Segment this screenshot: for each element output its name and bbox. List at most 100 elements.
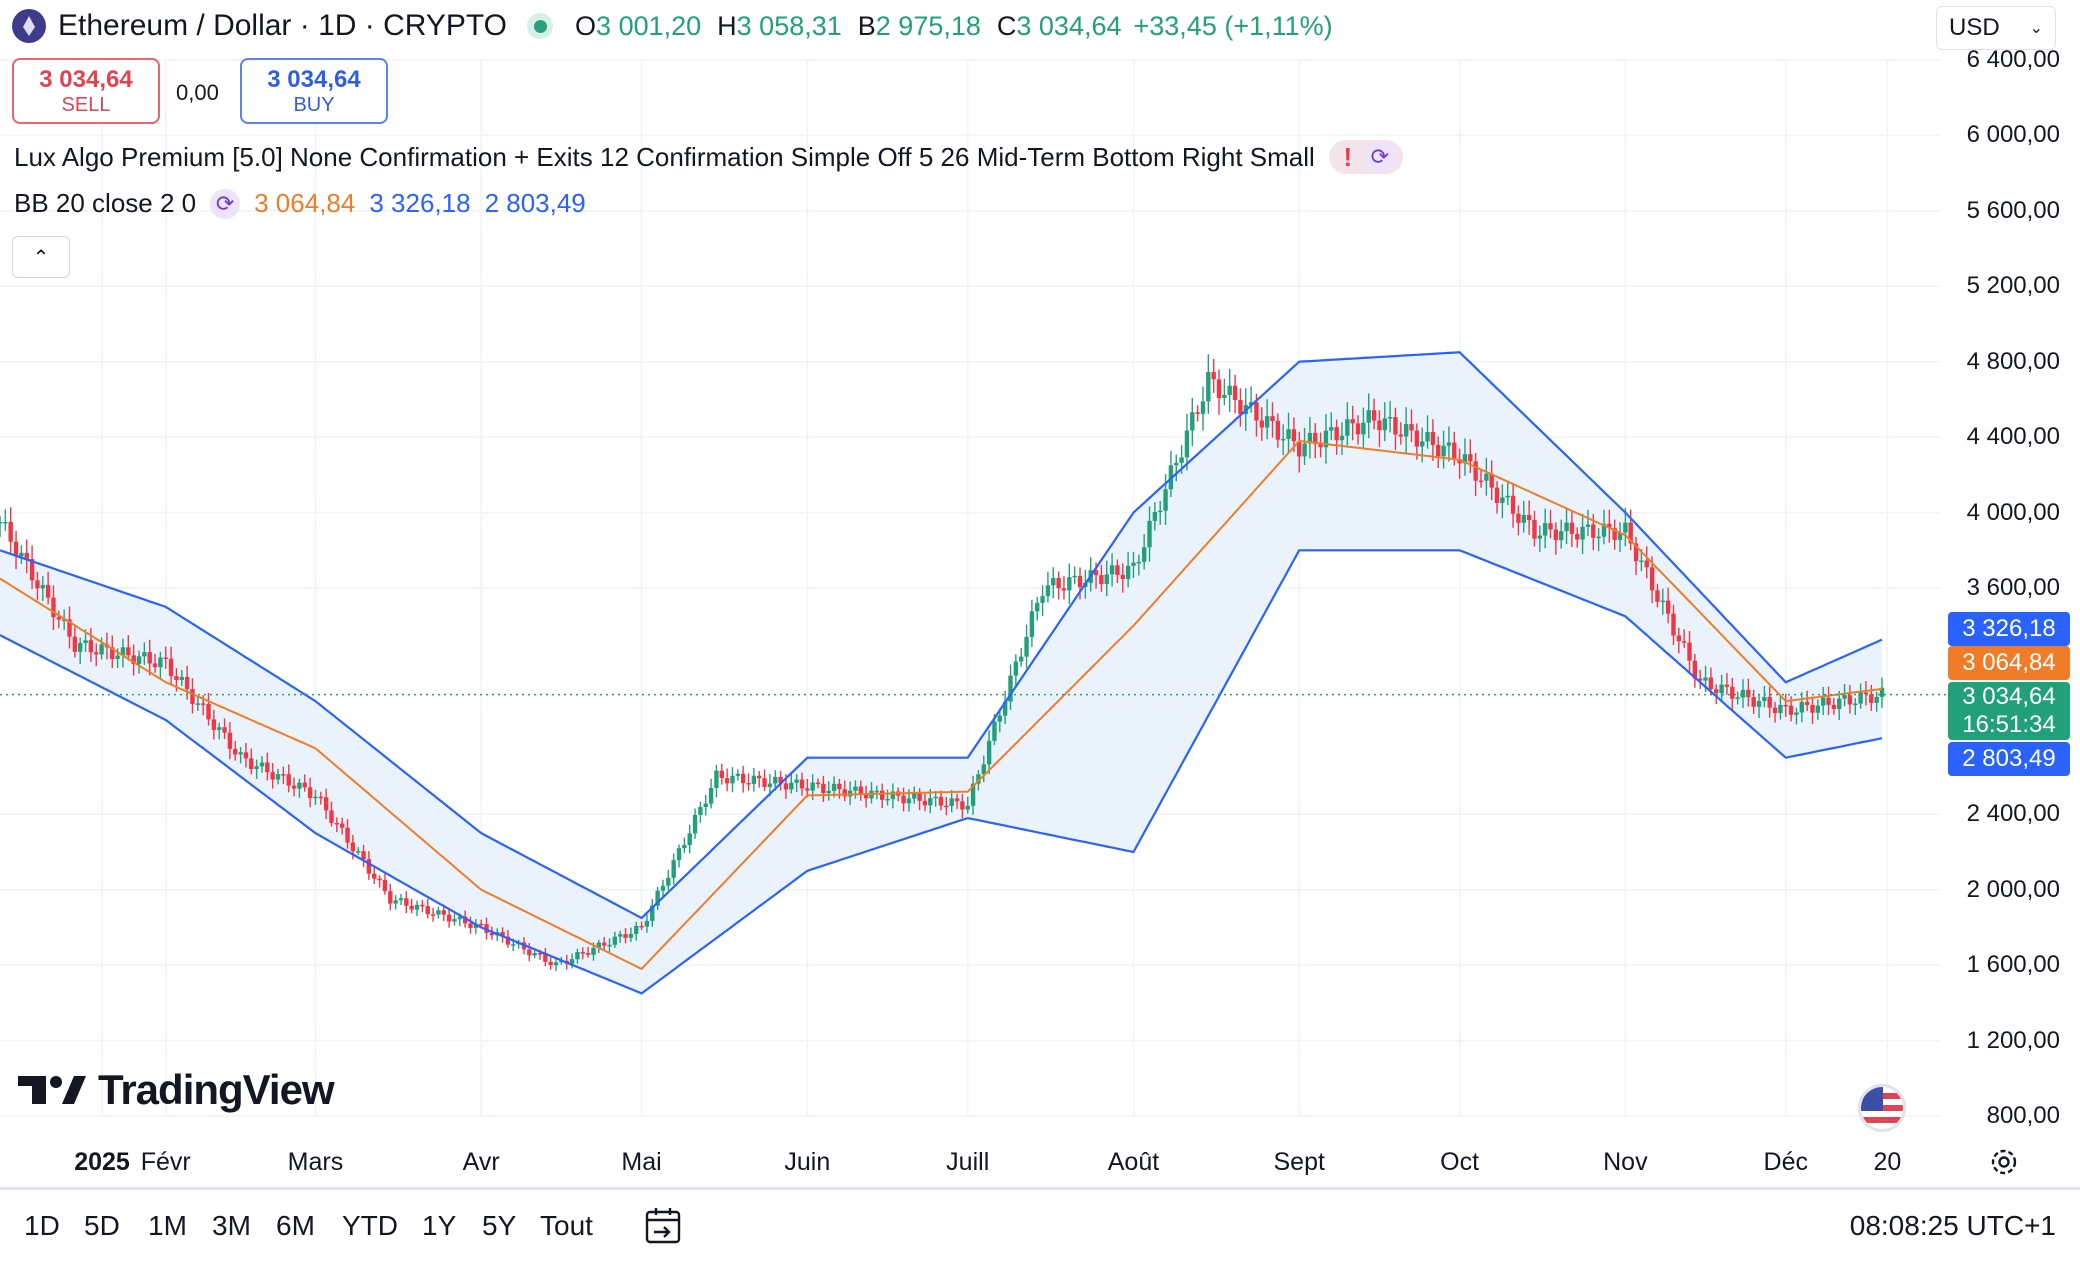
candle bbox=[1104, 574, 1109, 585]
candle bbox=[719, 770, 724, 779]
candle bbox=[815, 782, 821, 785]
candle bbox=[1430, 431, 1436, 445]
range-button-1m[interactable]: 1M bbox=[148, 1210, 187, 1241]
candle bbox=[740, 773, 746, 784]
close-value: 3 034,64 bbox=[1016, 10, 1122, 41]
candle bbox=[179, 676, 184, 680]
range-button-1d[interactable]: 1D bbox=[24, 1210, 60, 1241]
candle bbox=[1190, 412, 1195, 431]
gear-icon[interactable] bbox=[1988, 1146, 2020, 1178]
candle bbox=[1858, 692, 1863, 704]
candle bbox=[168, 658, 174, 677]
bb-lower-line bbox=[0, 549, 1883, 995]
candle bbox=[1575, 533, 1580, 540]
candle bbox=[398, 898, 404, 901]
candle bbox=[1708, 677, 1714, 690]
candle bbox=[1526, 514, 1532, 521]
candle bbox=[575, 952, 580, 960]
candle bbox=[537, 953, 543, 955]
candle bbox=[1163, 489, 1168, 511]
candle bbox=[655, 890, 660, 906]
candle bbox=[1874, 696, 1879, 703]
range-button-ytd[interactable]: YTD bbox=[342, 1210, 398, 1241]
currency-value: USD bbox=[1949, 14, 2000, 41]
candle bbox=[1109, 565, 1115, 575]
candle bbox=[1585, 524, 1591, 527]
candle bbox=[644, 920, 650, 927]
x-tick-label: Mai bbox=[621, 1148, 662, 1176]
symbol-title[interactable]: Ethereum / Dollar · 1D · CRYPTO bbox=[58, 9, 508, 42]
refresh-icon[interactable]: ⟳ bbox=[210, 188, 241, 219]
candle bbox=[623, 934, 628, 938]
range-button-6m[interactable]: 6M bbox=[276, 1210, 315, 1241]
candle bbox=[409, 905, 414, 910]
us-flag-icon[interactable] bbox=[1858, 1084, 1906, 1132]
sell-button[interactable]: 3 034,64 SELL bbox=[12, 58, 160, 124]
candle bbox=[227, 732, 233, 749]
candle bbox=[1013, 661, 1019, 676]
range-button-1y[interactable]: 1Y bbox=[422, 1210, 457, 1241]
candle bbox=[1719, 684, 1724, 694]
candle bbox=[1350, 419, 1355, 424]
candle bbox=[1275, 420, 1281, 440]
candle bbox=[1810, 704, 1815, 713]
candle bbox=[1280, 438, 1286, 441]
candle bbox=[152, 663, 158, 668]
x-tick-label: Nov bbox=[1603, 1148, 1648, 1176]
candle bbox=[628, 933, 634, 938]
buy-label: BUY bbox=[293, 93, 335, 116]
candle bbox=[1270, 416, 1275, 421]
high-value: 3 058,31 bbox=[736, 10, 842, 41]
tradingview-logo[interactable]: TradingView bbox=[18, 1066, 335, 1114]
candle bbox=[1537, 535, 1543, 539]
candle bbox=[569, 959, 575, 964]
candle bbox=[83, 640, 88, 644]
candle bbox=[682, 844, 687, 849]
range-button-3m[interactable]: 3M bbox=[212, 1210, 251, 1241]
candle bbox=[1489, 473, 1494, 488]
lux-algo-legend[interactable]: Lux Algo Premium [5.0] None Confirmation… bbox=[14, 140, 1403, 174]
range-button-5d[interactable]: 5D bbox=[84, 1210, 120, 1241]
candle bbox=[730, 775, 735, 784]
buy-button[interactable]: 3 034,64 BUY bbox=[240, 58, 388, 124]
candle bbox=[1505, 495, 1510, 498]
candle bbox=[1339, 435, 1345, 441]
refresh-icon[interactable]: ⟳ bbox=[1364, 142, 1395, 172]
candle bbox=[1125, 565, 1131, 579]
candle bbox=[1847, 695, 1853, 705]
lux-status-pill[interactable]: ! ⟳ bbox=[1328, 140, 1403, 174]
candle bbox=[1158, 510, 1163, 513]
x-tick-label: Août bbox=[1107, 1148, 1160, 1176]
tradingview-logo-text: TradingView bbox=[98, 1066, 335, 1113]
candle bbox=[1131, 562, 1136, 566]
candle bbox=[773, 776, 778, 784]
candle bbox=[468, 923, 473, 928]
candle bbox=[1628, 522, 1633, 544]
spread-value: 0,00 bbox=[176, 80, 219, 105]
range-button-tout[interactable]: Tout bbox=[540, 1210, 593, 1241]
candle bbox=[238, 752, 243, 755]
candle bbox=[372, 873, 377, 879]
open-value: 3 001,20 bbox=[596, 10, 702, 41]
bb-legend[interactable]: BB 20 close 2 0 ⟳ 3 064,84 3 326,18 2 80… bbox=[14, 188, 586, 219]
clock-time[interactable]: 08:08:25 UTC+1 bbox=[1849, 1210, 2056, 1241]
candle bbox=[585, 953, 591, 955]
range-button-5y[interactable]: 5Y bbox=[482, 1210, 517, 1241]
candle bbox=[580, 952, 585, 954]
candle bbox=[40, 585, 45, 589]
candle bbox=[1366, 410, 1371, 423]
x-tick-label: Déc bbox=[1763, 1148, 1808, 1176]
bb-upper-value: 3 326,18 bbox=[369, 188, 471, 218]
candle bbox=[356, 851, 361, 853]
candle bbox=[1184, 430, 1190, 458]
candle bbox=[1623, 522, 1628, 533]
currency-select[interactable]: USD ⌄ bbox=[1936, 6, 2056, 50]
candle bbox=[19, 552, 24, 557]
calendar-goto-icon[interactable] bbox=[644, 1206, 684, 1246]
candle bbox=[1478, 480, 1484, 483]
bb-upper-tag: 3 326,18 bbox=[1948, 612, 2070, 646]
collapse-legend-button[interactable]: ⌃ bbox=[12, 236, 70, 278]
candle bbox=[1286, 429, 1291, 439]
candle bbox=[1206, 372, 1211, 402]
